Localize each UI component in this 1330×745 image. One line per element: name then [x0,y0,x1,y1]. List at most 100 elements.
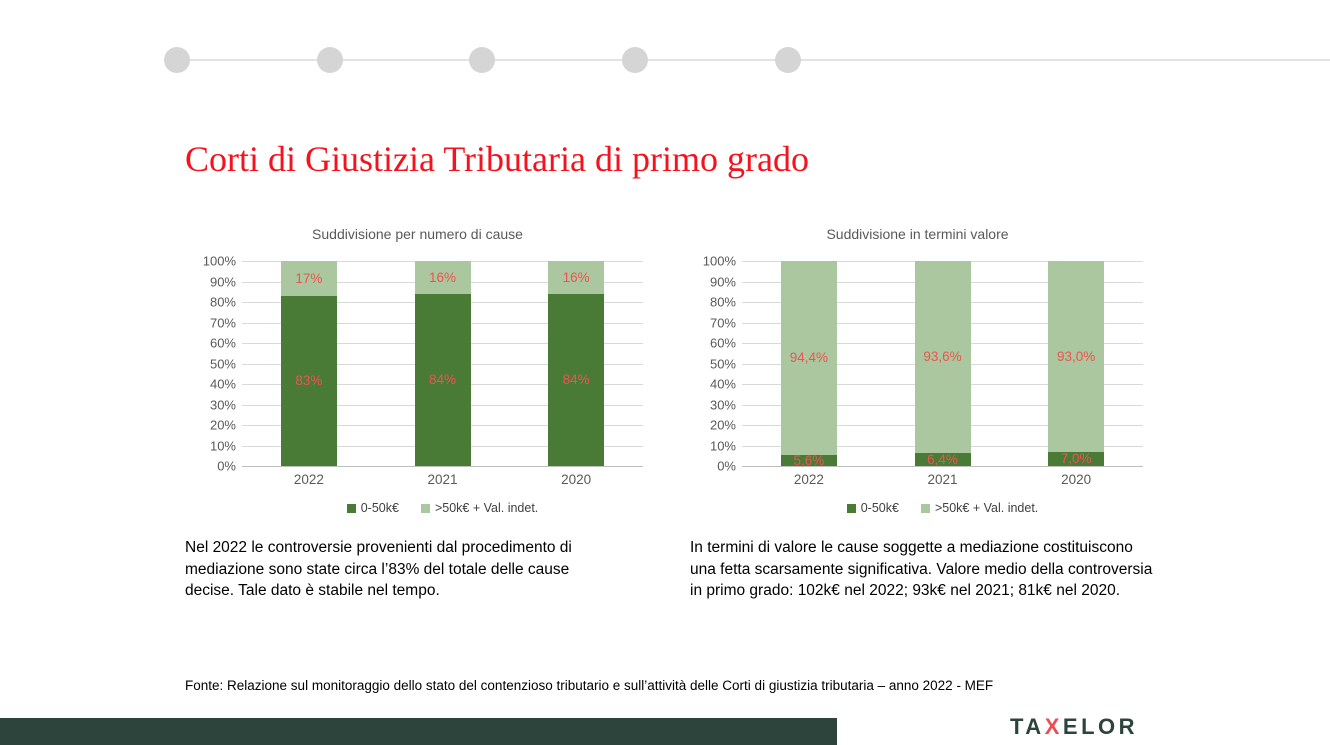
bar-segment: 94,4% [780,261,837,455]
gridline [242,466,643,467]
bar-segment: 93,6% [914,261,971,453]
bar-slot: 16% 84% [509,261,643,466]
legend-item: 0-50k€ [846,501,899,515]
bars-container: 17% 83% 16% 84% 16% 84% [242,261,643,466]
bar-segment: 6,4% [914,451,971,467]
y-axis-tick-label: 0% [717,458,736,474]
data-label: 17% [295,270,323,286]
x-axis-category-label: 2021 [427,472,458,487]
data-label: 93,0% [1057,348,1096,364]
bar-slot: 94,4% 5,6% [742,261,876,468]
legend-swatch [846,503,856,513]
bar-segment: 7,0% [1048,451,1105,467]
logo-x-letter: X [1044,714,1063,739]
progress-dot [622,47,649,73]
y-axis-tick-label: 90% [709,274,736,289]
data-label: 84% [428,372,457,388]
logo-text-post: ELOR [1062,714,1139,739]
y-axis-tick-label: 30% [209,397,236,412]
y-axis-tick-label: 100% [202,253,236,269]
chart-plot-area: 100% 90% 80% 70% 60% 50% 40% 30% 20% 10% 0% 17% 83% 1… [203,255,643,473]
bar-slot: 17% 83% [242,261,376,466]
legend-label: 0-50k€ [360,501,399,515]
progress-dot [316,47,343,73]
legend-label: >50k€ + Val. indet. [934,501,1039,515]
stacked-bar: 93,0% 7,0% [1048,261,1105,467]
legend-swatch [346,503,356,513]
data-label: 6,4% [927,451,958,467]
progress-dot [469,47,496,73]
data-label: 7,0% [1060,451,1092,467]
y-axis-tick-label: 50% [709,356,736,371]
chart-plot-area: 100% 90% 80% 70% 60% 50% 40% 30% 20% 10% 0% 94,4% 5,… [703,255,1143,473]
y-axis-tick-label: 40% [209,376,236,392]
x-axis-category-label: 2021 [927,472,958,487]
x-axis-labels: 2022 2021 2020 [742,472,1143,487]
page-title: Corti di Giustizia Tributaria di primo g… [185,139,809,179]
legend-item: 0-50k€ [346,501,399,515]
y-axis-tick-label: 50% [209,356,236,371]
legend-swatch [420,503,430,513]
stacked-bar: 16% 84% [414,261,471,466]
y-axis-tick-label: 0% [217,458,236,474]
chart-title: Suddivisione in termini valore [826,226,1009,242]
chart-legend: 0-50k€ >50k€ + Val. indet. [242,501,643,515]
bar-segment: 84% [548,293,605,466]
y-axis-tick-label: 20% [209,417,236,433]
y-axis-tick-label: 40% [709,376,736,392]
bar-segment: 16% [414,261,471,294]
footer-source: Fonte: Relazione sul monitoraggio dello … [185,678,994,693]
y-axis-tick-label: 10% [709,438,736,453]
x-axis-category-label: 2022 [293,472,324,487]
x-axis-category-label: 2022 [793,472,824,487]
stacked-bar: 16% 84% [548,261,605,466]
x-axis-category-label: 2020 [1061,472,1092,487]
bar-segment: 5,6% [780,452,837,468]
y-axis-tick-label: 90% [209,274,236,289]
legend-item: >50k€ + Val. indet. [920,501,1039,515]
bar-segment: 16% [548,261,605,294]
bar-segment: 93,0% [1048,261,1105,452]
y-axis-tick-label: 80% [709,294,736,310]
y-axis-tick-label: 20% [709,417,736,433]
legend-label: 0-50k€ [860,501,899,515]
x-axis-category-label: 2020 [561,472,592,487]
chart-title: Suddivisione per numero di cause [312,226,523,242]
y-axis-tick-label: 60% [209,335,236,351]
x-axis-labels: 2022 2021 2020 [242,472,643,487]
stacked-bar: 94,4% 5,6% [780,261,837,468]
data-label: 83% [295,373,323,389]
stacked-bar: 93,6% 6,4% [914,261,971,467]
bar-segment: 17% [280,261,337,296]
legend-label: >50k€ + Val. indet. [434,501,539,515]
progress-dot [164,47,190,73]
chart-numero-cause: Suddivisione per numero di cause 100% 90%… [190,222,645,524]
gridline [742,466,1143,467]
data-label: 93,6% [923,349,962,365]
data-label: 16% [428,269,457,285]
note-right: In termini di valore le cause soggette a… [690,539,1153,600]
bar-segment: 84% [414,293,471,466]
bar-slot: 93,6% 6,4% [876,261,1010,466]
progress-dot [774,47,801,73]
bars-container: 94,4% 5,6% 93,6% 6,4% 93,0% 7,0% [742,261,1143,468]
stacked-bar: 17% 83% [280,261,337,466]
data-label: 5,6% [793,452,825,468]
note-left: Nel 2022 le controversie provenienti dal… [185,539,572,600]
bar-slot: 93,0% 7,0% [1009,261,1143,466]
bar-slot: 16% 84% [376,261,510,466]
chart-legend: 0-50k€ >50k€ + Val. indet. [742,501,1143,515]
y-axis-tick-label: 30% [709,397,736,412]
data-label: 84% [562,372,590,388]
legend-swatch [920,503,930,513]
y-axis-tick-label: 80% [209,294,236,310]
logo-text-pre: TA [1010,714,1045,739]
y-axis-tick-label: 100% [702,253,736,269]
y-axis-tick-label: 70% [209,315,236,330]
bar-segment: 83% [280,295,337,466]
y-axis-tick-label: 70% [709,315,736,330]
data-label: 16% [562,269,590,285]
legend-item: >50k€ + Val. indet. [420,501,539,515]
y-axis-tick-label: 10% [209,438,236,453]
